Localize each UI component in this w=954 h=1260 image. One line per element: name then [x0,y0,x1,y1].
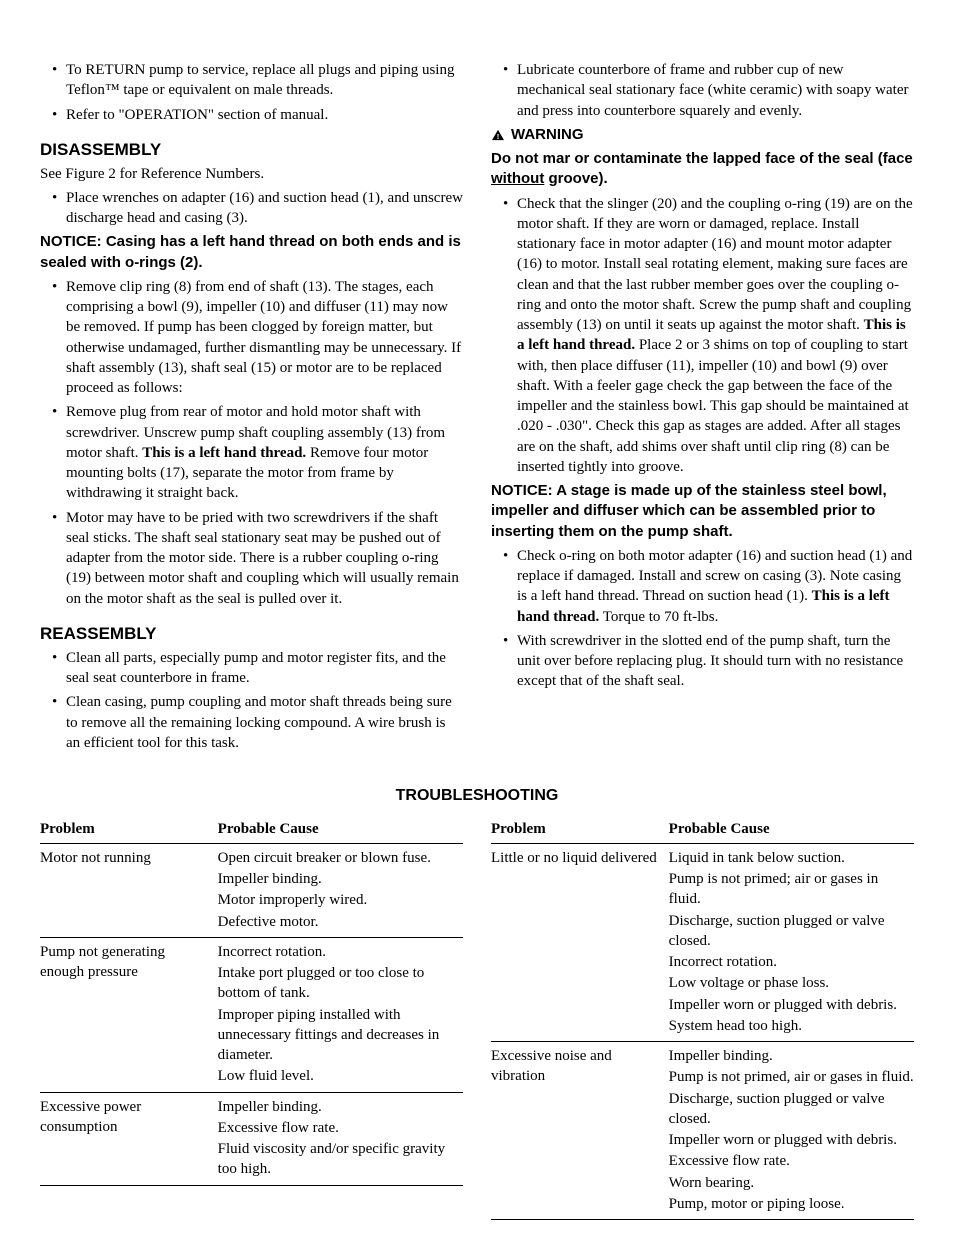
table-row: Excessive noise and vibrationImpeller bi… [491,1041,914,1220]
trouble-table-left: Problem Probable Cause Motor not running… [40,815,463,1221]
cause-text: Defective motor. [218,912,463,932]
cause-text: Discharge, suction plugged or valve clos… [669,911,914,952]
cause-text: Intake port plugged or too close to bott… [218,963,463,1004]
right-list-3: Check o-ring on both motor adapter (16) … [491,546,914,692]
notice-2: NOTICE: A stage is made up of the stainl… [491,481,914,542]
trouble-table-right: Problem Probable Cause Little or no liqu… [491,815,914,1221]
cause-text: Fluid viscosity and/or specific gravity … [218,1139,463,1180]
cause-cell: Impeller binding.Excessive flow rate.Flu… [218,1097,463,1181]
problem-text: Excessive power consumption [40,1097,208,1138]
cause-text: Low fluid level. [218,1066,463,1086]
disassembly-notice: NOTICE: Casing has a left hand thread on… [40,232,463,273]
table-header-problem: Problem [40,819,218,839]
cause-text: Incorrect rotation. [218,942,463,962]
warning-text: Do not mar or contaminate the lapped fac… [491,149,914,190]
cause-cell: Incorrect rotation.Intake port plugged o… [218,942,463,1088]
reassembly-item: Clean casing, pump coupling and motor sh… [52,692,463,753]
cause-text: Motor improperly wired. [218,890,463,910]
cause-text: Incorrect rotation. [669,952,914,972]
problem-cell: Motor not running [40,848,218,933]
disassembly-list-1: Place wrenches on adapter (16) and sucti… [40,188,463,229]
table-row: Pump not generating enough pressureIncor… [40,937,463,1092]
right-list-2: Check that the slinger (20) and the coup… [491,194,914,478]
problem-cell: Little or no liquid delivered [491,848,669,1037]
intro-item: Refer to "OPERATION" section of manual. [52,105,463,125]
cause-text: Improper piping installed with unnecessa… [218,1005,463,1066]
cause-text: Impeller binding. [218,1097,463,1117]
right-item: With screwdriver in the slotted end of t… [503,631,914,692]
disassembly-item: Remove plug from rear of motor and hold … [52,402,463,503]
notice-label: NOTICE [491,482,548,499]
notice-text: : A stage is made up of the stainless st… [491,482,887,540]
cause-text: Liquid in tank below suction. [669,848,914,868]
cause-text: Pump, motor or piping loose. [669,1194,914,1214]
cause-text: Impeller worn or plugged with debris. [669,995,914,1015]
disassembly-intro: See Figure 2 for Reference Numbers. [40,164,463,184]
table-row: Little or no liquid delivered Liquid in t… [491,843,914,1041]
disassembly-item: Remove clip ring (8) from end of shaft (… [52,277,463,399]
cause-text: Pump is not primed; air or gases in flui… [669,869,914,910]
disassembly-item: Motor may have to be pried with two scre… [52,508,463,609]
right-item: Lubricate counterbore of frame and rubbe… [503,60,914,121]
warning-label: ! WARNING [491,125,914,145]
cause-text: Excessive flow rate. [218,1118,463,1138]
cause-cell: Impeller binding.Pump is not primed, air… [669,1046,914,1215]
right-item: Check o-ring on both motor adapter (16) … [503,546,914,627]
disassembly-list-2: Remove clip ring (8) from end of shaft (… [40,277,463,609]
reassembly-list: Clean all parts, especially pump and mot… [40,648,463,753]
problem-cell: Pump not generating enough pressure [40,942,218,1088]
left-column: To RETURN pump to service, replace all p… [40,60,463,757]
text-run: groove). [544,170,607,187]
table-header-row: Problem Probable Cause [491,815,914,843]
bold-run: This is a left hand thread. [142,445,306,461]
underline-run: without [491,170,544,187]
text-run: Place 2 or 3 shims on top of coupling to… [517,337,909,475]
table-header-cause: Probable Cause [218,819,463,839]
troubleshooting-tables: Problem Probable Cause Motor not running… [40,815,914,1221]
disassembly-heading: DISASSEMBLY [40,139,463,162]
warning-word: WARNING [511,125,584,145]
problem-text: Excessive noise and vibration [491,1046,659,1087]
table-header-cause: Probable Cause [669,819,914,839]
cause-text: Low voltage or phase loss. [669,973,914,993]
intro-item: To RETURN pump to service, replace all p… [52,60,463,101]
problem-text: Little or no liquid delivered [491,848,659,868]
cause-text: Excessive flow rate. [669,1151,914,1171]
main-columns: To RETURN pump to service, replace all p… [40,60,914,757]
cause-text: Impeller binding. [669,1046,914,1066]
troubleshooting-heading: TROUBLESHOOTING [40,785,914,807]
reassembly-heading: REASSEMBLY [40,623,463,646]
problem-text: Motor not running [40,848,208,868]
table-header-problem: Problem [491,819,669,839]
problem-cell: Excessive noise and vibration [491,1046,669,1215]
disassembly-item: Place wrenches on adapter (16) and sucti… [52,188,463,229]
text-run: Do not mar or contaminate the lapped fac… [491,150,913,167]
intro-list: To RETURN pump to service, replace all p… [40,60,463,125]
cause-text: Impeller worn or plugged with debris. [669,1130,914,1150]
cause-text: Impeller binding. [218,869,463,889]
cause-cell: Open circuit breaker or blown fuse.Impel… [218,848,463,933]
reassembly-item: Clean all parts, especially pump and mot… [52,648,463,689]
text-run: Check that the slinger (20) and the coup… [517,196,913,334]
problem-text: Pump not generating enough pressure [40,942,208,983]
table-row: Excessive power consumptionImpeller bind… [40,1092,463,1186]
right-column: Lubricate counterbore of frame and rubbe… [491,60,914,757]
svg-text:!: ! [497,132,500,141]
warning-triangle-icon: ! [491,129,505,141]
cause-text: Worn bearing. [669,1173,914,1193]
cause-text: Discharge, suction plugged or valve clos… [669,1089,914,1130]
right-list-1: Lubricate counterbore of frame and rubbe… [491,60,914,121]
right-item: Check that the slinger (20) and the coup… [503,194,914,478]
cause-text: System head too high. [669,1016,914,1036]
problem-cell: Excessive power consumption [40,1097,218,1181]
cause-cell: Liquid in tank below suction.Pump is not… [669,848,914,1037]
table-header-row: Problem Probable Cause [40,815,463,843]
table-row: Motor not running Open circuit breaker or… [40,843,463,937]
cause-text: Pump is not primed, air or gases in flui… [669,1067,914,1087]
cause-text: Open circuit breaker or blown fuse. [218,848,463,868]
text-run: Torque to 70 ft-lbs. [599,609,718,625]
